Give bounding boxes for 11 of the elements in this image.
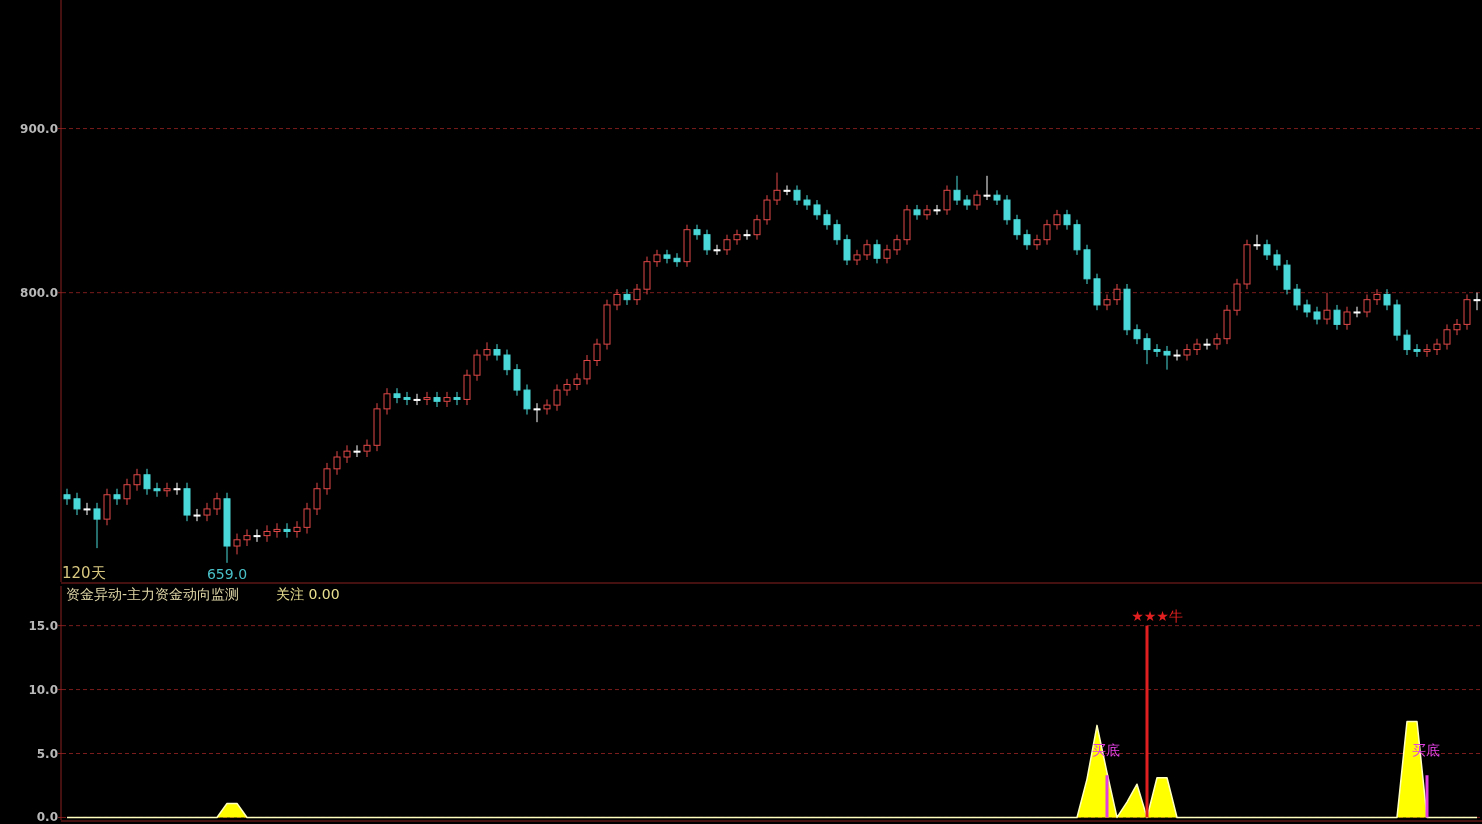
data-label: ★★★牛 bbox=[1131, 607, 1183, 624]
y-tick-label: 5.0 bbox=[36, 746, 58, 761]
y-tick-label: 900.0 bbox=[20, 121, 58, 136]
annotation: 关注 0.00 bbox=[276, 586, 340, 602]
y-tick-label: 800.0 bbox=[20, 285, 58, 300]
annotation: 659.0 bbox=[206, 565, 248, 582]
chart-title: 资金异动-主力资金动向监测 bbox=[66, 586, 240, 602]
y-tick-label: 0.0 bbox=[36, 810, 58, 824]
annotation: 120天 bbox=[62, 564, 106, 582]
y-tick-label: 15.0 bbox=[28, 618, 58, 633]
y-tick-label: 10.0 bbox=[28, 682, 58, 697]
